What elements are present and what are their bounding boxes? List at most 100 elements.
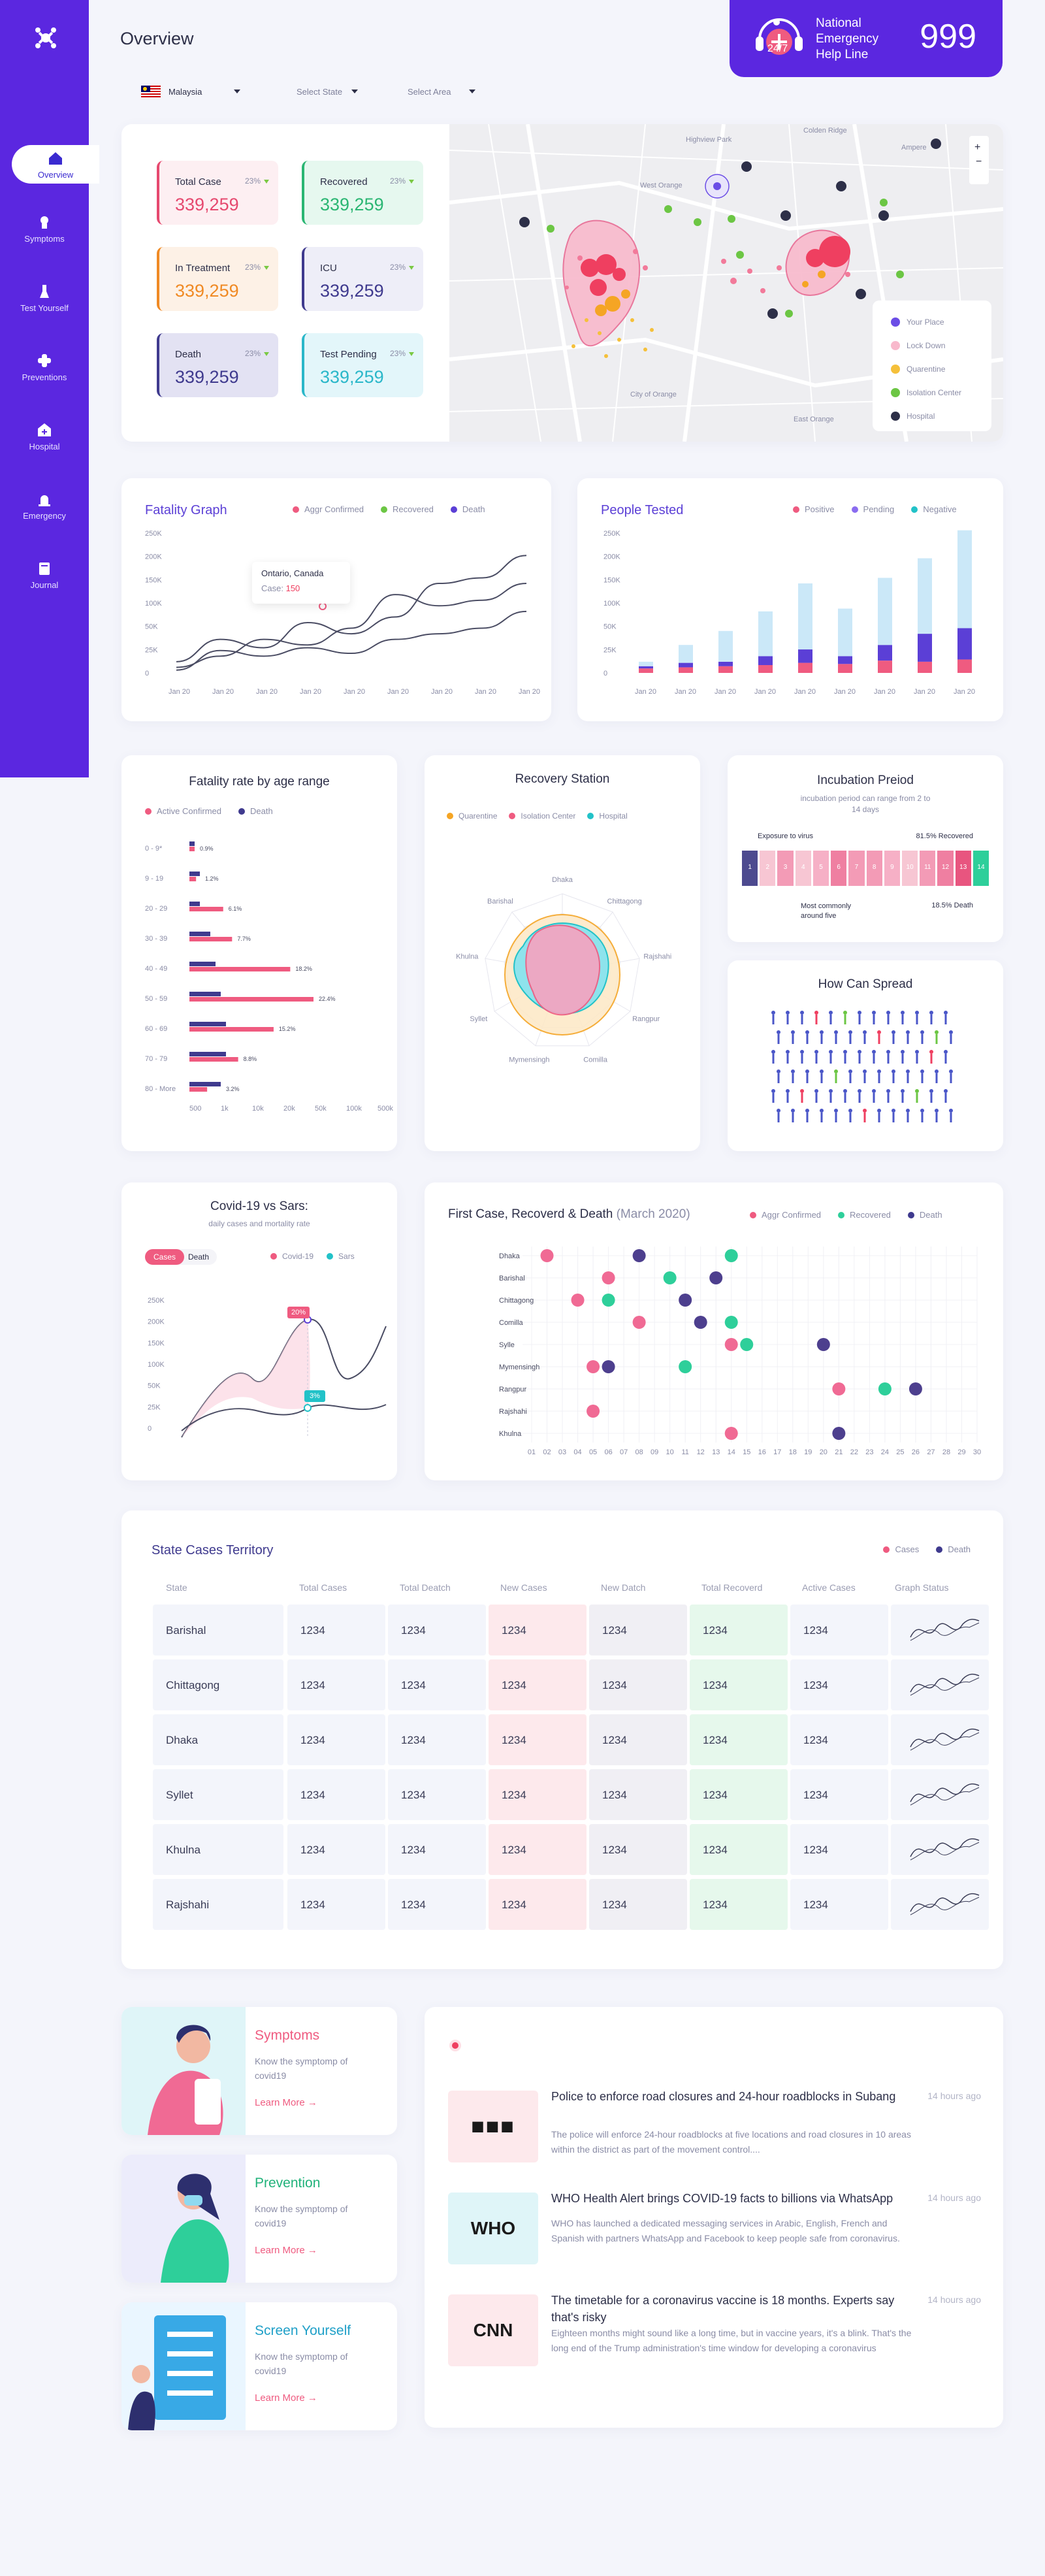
info-card-symptoms[interactable]: Symptoms Know the symptomp of covid19 Lear… — [121, 2007, 397, 2135]
area-select[interactable]: Select Area — [385, 81, 483, 102]
scatter-point-aggr-confirmed — [724, 1427, 738, 1440]
x-tick-label: 11 — [681, 1448, 688, 1456]
age-category-label: 9 - 19 — [145, 875, 163, 883]
person-figure — [820, 1069, 824, 1073]
stat-recovered[interactable]: Recovered 23% 339,259 — [302, 161, 423, 225]
table-cell: 1234 — [287, 1769, 385, 1820]
person-figure — [777, 1109, 780, 1113]
legend-death: Death — [936, 1544, 971, 1554]
x-tick-label: 08 — [635, 1448, 643, 1456]
table-cell: 1234 — [489, 1879, 587, 1930]
table-cell-state[interactable]: Dhaka — [153, 1714, 283, 1765]
bar-pending — [639, 666, 653, 669]
x-tick-label: 1k — [221, 1105, 229, 1113]
cases-map[interactable]: +− — [449, 124, 1003, 442]
map-legend-item[interactable]: Quarentine — [891, 365, 945, 374]
person-figure — [877, 1109, 881, 1113]
table-cell-state[interactable]: Rajshahi — [153, 1879, 283, 1930]
bar-pending — [878, 645, 892, 661]
first-case-scatter[interactable]: Dhaka Barishal Chittagong Comilla Sylle Mymen… — [425, 1182, 1003, 1480]
covid-sars-chart[interactable]: 250K 200K 150K 100K 50K 25K 0 — [121, 1182, 397, 1480]
legend-aggr: Aggr Confirmed — [293, 504, 364, 514]
map-legend-item[interactable]: Your Place — [891, 318, 944, 327]
stat-icu[interactable]: ICU 23% 339,259 — [302, 247, 423, 311]
map-legend-item[interactable]: Hospital — [891, 412, 935, 421]
map-legend-label: Isolation Center — [907, 388, 962, 397]
x-tick-label: 20k — [283, 1105, 295, 1113]
recovery-radar-chart[interactable]: Dhaka Chittagong Rajshahi Rangpur Comilla Mym… — [425, 755, 700, 1151]
y-category-label: Khulna — [499, 1430, 522, 1438]
y-tick-label: 0 — [603, 670, 607, 677]
learn-more-link[interactable]: Learn More → — [255, 2097, 317, 2108]
table-header-total-recoverd[interactable]: Total Recoverd — [701, 1582, 763, 1593]
legend-death: Death — [238, 806, 273, 816]
nav-item-test-yourself[interactable]: Test Yourself — [0, 284, 89, 313]
table-cell: 1234 — [388, 1714, 486, 1765]
scatter-point-death — [832, 1427, 846, 1440]
nav-item-preventions[interactable]: Preventions — [0, 353, 89, 382]
y-tick-label: 150K — [603, 576, 620, 584]
table-cell-state[interactable]: Syllet — [153, 1769, 283, 1820]
radar-axis-label: Rajshahi — [643, 953, 671, 960]
stat-change: 23% — [245, 263, 269, 272]
country-select[interactable]: Malaysia — [133, 81, 248, 102]
arrow-right-icon: → — [304, 2097, 317, 2108]
spread-card: How Can Spread — [728, 960, 1003, 1151]
nav-item-emergency[interactable]: Emergency — [0, 491, 89, 521]
table-header-graph-status[interactable]: Graph Status — [895, 1582, 949, 1593]
info-card-screen-yourself[interactable]: Screen Yourself Know the symptomp of covi… — [121, 2302, 397, 2430]
tab-cases[interactable]: Cases — [145, 1249, 184, 1265]
news-title[interactable]: WHO Health Alert brings COVID-19 facts t… — [551, 2192, 893, 2205]
stat-value: 339,259 — [175, 281, 239, 301]
series-line-sars — [181, 1404, 387, 1431]
tab-death[interactable]: Death — [188, 1252, 210, 1262]
stat-test-pending[interactable]: Test Pending 23% 339,259 — [302, 333, 423, 397]
news-title[interactable]: The timetable for a coronavirus vaccine … — [551, 2294, 895, 2324]
table-header-total-deatch[interactable]: Total Deatch — [400, 1582, 451, 1593]
nav-item-journal[interactable]: Journal — [0, 561, 89, 590]
prevention-illustration — [121, 2155, 246, 2283]
table-header-active-cases[interactable]: Active Cases — [802, 1582, 856, 1593]
nav-item-hospital[interactable]: Hospital — [0, 422, 89, 451]
emergency-hotline[interactable]: 24/7 National Emergency Help Line 999 — [730, 0, 1003, 77]
table-cell-state[interactable]: Khulna — [153, 1824, 283, 1875]
y-category-label: Dhaka — [499, 1252, 521, 1260]
news-title[interactable]: Police to enforce road closures and 24-h… — [551, 2090, 896, 2103]
virus-logo-icon[interactable] — [33, 25, 59, 51]
person-figure — [805, 1030, 809, 1034]
stat-value: 339,259 — [320, 195, 384, 214]
table-header-new-cases[interactable]: New Cases — [500, 1582, 547, 1593]
legend-isolation: Isolation Center — [509, 811, 575, 821]
table-header-total-cases[interactable]: Total Cases — [299, 1582, 347, 1593]
table-header-new-datch[interactable]: New Datch — [601, 1582, 646, 1593]
info-card-prevention[interactable]: Prevention Know the symptomp of covid19 Le… — [121, 2155, 397, 2283]
tested-bar-chart[interactable]: 250K 200K 150K 100K 50K 25K 0 Jan 20 Jan 20 Jan 2… — [577, 478, 1003, 721]
news-item[interactable]: CNN The timetable for a coronavirus vacci… — [448, 2294, 981, 2386]
cases-death-toggle[interactable]: Cases Death — [145, 1249, 217, 1265]
map-legend-item[interactable]: Isolation Center — [891, 388, 961, 397]
radar-axis-label: Comilla — [583, 1056, 608, 1064]
person-figure — [805, 1069, 809, 1073]
stat-in-treatment[interactable]: In Treatment 23% 339,259 — [157, 247, 278, 311]
y-tick-label: 200K — [145, 553, 162, 561]
map-legend-item[interactable]: Lock Down — [891, 341, 945, 350]
learn-more-link[interactable]: Learn More → — [255, 2245, 317, 2256]
state-select[interactable]: Select State — [274, 81, 366, 102]
fatality-line-chart[interactable]: 250K 200K 150K 100K 50K 25K 0 Jan 20 Jan 20 Jan 2… — [121, 478, 551, 721]
x-tick-label: 100k — [346, 1105, 362, 1113]
stat-total-case[interactable]: Total Case 23% 339,259 — [157, 161, 278, 225]
table-header-state[interactable]: State — [166, 1582, 187, 1593]
table-cell-state[interactable]: Chittagong — [153, 1659, 283, 1710]
stat-death[interactable]: Death 23% 339,259 — [157, 333, 278, 397]
table-cell-state[interactable]: Barishal — [153, 1605, 283, 1655]
news-item[interactable]: WHO WHO Health Alert brings COVID-19 fact… — [448, 2192, 981, 2284]
nav-item-symptoms[interactable]: Symptoms — [0, 214, 89, 244]
learn-more-link[interactable]: Learn More → — [255, 2392, 317, 2404]
stat-value: 339,259 — [175, 367, 239, 387]
age-bar-chart[interactable]: 0 - 9* 0.9% 9 - 19 1.2% 20 - 29 6.1% 30 - 39 7.… — [121, 755, 397, 1151]
news-item[interactable]: ■■■ Police to enforce road closures and 2… — [448, 2090, 981, 2182]
nav-item-overview[interactable]: Overview — [12, 145, 99, 184]
bar-death — [189, 992, 221, 996]
scatter-point-recovered — [663, 1271, 677, 1284]
scatter-point-recovered — [878, 1382, 892, 1395]
